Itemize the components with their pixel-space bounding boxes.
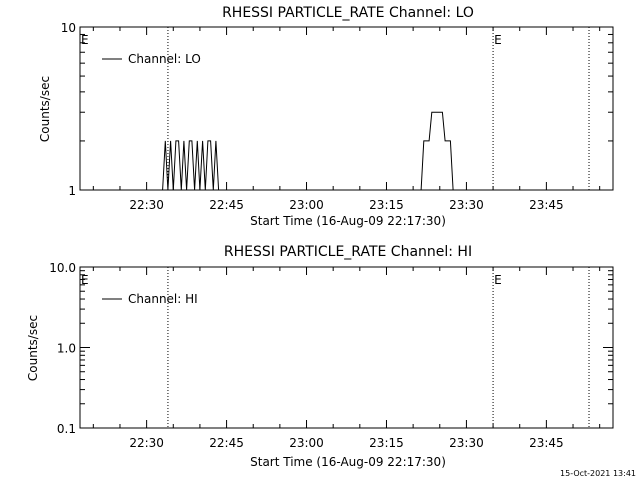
legend-label-lo: Channel: LO (128, 52, 201, 66)
y-tick-label-hi: 0.1 (57, 422, 76, 436)
y-tick-label-hi: 1.0 (57, 342, 76, 356)
plot-layers: 22:30 22:45 23:00 23:15 23:30 23:45 1 10 E E Chann… (49, 21, 614, 450)
y-tick-label-hi: 10.0 (49, 261, 76, 275)
x-tick-label-hi: 23:45 (529, 436, 564, 450)
x-tick-label-hi: 22:45 (209, 436, 244, 450)
x-tick-label-lo: 23:45 (529, 198, 564, 212)
event-label-right-lo: E (494, 33, 502, 47)
x-tick-label-lo: 23:30 (449, 198, 484, 212)
panel-lo-ylabel: Counts/sec (38, 76, 52, 142)
x-tick-label-hi: 23:15 (369, 436, 404, 450)
x-tick-label-hi: 22:30 (129, 436, 164, 450)
x-tick-label-lo: 23:15 (369, 198, 404, 212)
legend-label-hi: Channel: HI (128, 292, 198, 306)
event-label-left-hi: E (81, 273, 89, 287)
x-tick-label-hi: 23:00 (289, 436, 324, 450)
footer-timestamp: 15-Oct-2021 13:41 (560, 469, 636, 478)
panel-lo-title: RHESSI PARTICLE_RATE Channel: LO (222, 5, 474, 21)
x-tick-label-hi: 23:30 (449, 436, 484, 450)
panel-hi-title: RHESSI PARTICLE_RATE Channel: HI (224, 244, 472, 260)
x-tick-label-lo: 22:45 (209, 198, 244, 212)
panel-lo-xlabel: Start Time (16-Aug-09 22:17:30) (250, 214, 446, 228)
y-tick-label-lo: 10 (61, 21, 76, 35)
x-tick-label-lo: 22:30 (129, 198, 164, 212)
y-tick-label-lo: 1 (68, 184, 76, 198)
x-tick-label-lo: 23:00 (289, 198, 324, 212)
panel-hi-ylabel: Counts/sec (26, 315, 40, 381)
panel-hi-xlabel: Start Time (16-Aug-09 22:17:30) (250, 455, 446, 469)
series-line-lo (162, 111, 454, 191)
event-label-right-hi: E (494, 273, 502, 287)
event-label-left-lo: E (81, 33, 89, 47)
